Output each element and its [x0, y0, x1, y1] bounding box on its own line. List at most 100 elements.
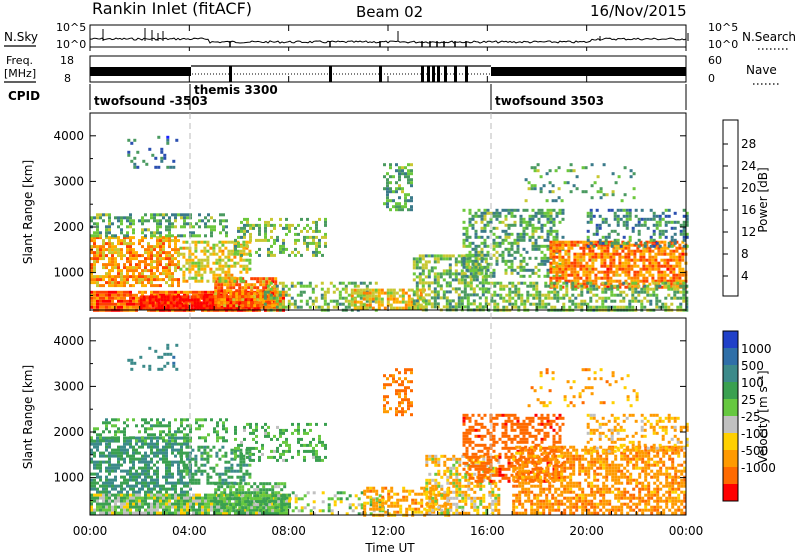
- heatmap-cell: [464, 287, 467, 290]
- heatmap-cell: [386, 196, 389, 199]
- heatmap-cell: [165, 254, 168, 257]
- heatmap-cell: [221, 280, 224, 283]
- heatmap-cell: [99, 470, 102, 473]
- heatmap-cell: [487, 291, 490, 294]
- heatmap-cell: [253, 295, 256, 298]
- heatmap-cell: [156, 269, 159, 272]
- heatmap-cell: [165, 458, 168, 461]
- heatmap-cell: [158, 301, 161, 304]
- heatmap-cell: [576, 271, 579, 274]
- heatmap-cell: [534, 169, 537, 172]
- heatmap-cell: [123, 452, 126, 455]
- heatmap-cell: [229, 485, 232, 488]
- heatmap-cell: [333, 306, 336, 309]
- nsearch-label: N.Search: [742, 30, 796, 44]
- heatmap-cell: [472, 215, 475, 218]
- heatmap-cell: [655, 297, 658, 300]
- heatmap-cell: [657, 277, 660, 280]
- heatmap-cell: [138, 467, 141, 470]
- heatmap-cell: [207, 225, 210, 228]
- heatmap-cell: [108, 461, 111, 464]
- heatmap-cell: [96, 231, 99, 234]
- heatmap-cell: [93, 488, 96, 491]
- heatmap-cell: [532, 294, 535, 297]
- heatmap-cell: [511, 248, 514, 251]
- heatmap-cell: [550, 291, 553, 294]
- heatmap-cell: [108, 443, 111, 446]
- heatmap-cell: [389, 187, 392, 190]
- heatmap-cell: [625, 306, 628, 309]
- heatmap-cell: [99, 291, 102, 294]
- heatmap-cell: [599, 239, 602, 242]
- heatmap-cell: [603, 259, 606, 262]
- heatmap-cell: [541, 230, 544, 233]
- heatmap-cell: [114, 260, 117, 263]
- heatmap-cell: [535, 242, 538, 245]
- heatmap-cell: [120, 464, 123, 467]
- heatmap-cell: [153, 291, 156, 294]
- heatmap-cell: [129, 219, 132, 222]
- heatmap-cell: [117, 494, 120, 497]
- heatmap-cell: [610, 285, 613, 288]
- heatmap-cell: [484, 227, 487, 230]
- heatmap-cell: [351, 304, 354, 307]
- heatmap-cell: [270, 282, 273, 285]
- heatmap-cell: [567, 247, 570, 250]
- heatmap-cell: [369, 295, 372, 298]
- heatmap-cell: [140, 295, 143, 298]
- heatmap-cell: [602, 236, 605, 239]
- heatmap-cell: [544, 263, 547, 266]
- heatmap-cell: [221, 265, 224, 268]
- heatmap-cell: [659, 236, 662, 239]
- heatmap-cell: [99, 479, 102, 482]
- heatmap-cell: [481, 242, 484, 245]
- heatmap-cell: [150, 443, 153, 446]
- heatmap-cell: [153, 284, 156, 287]
- heatmap-cell: [212, 274, 215, 277]
- heatmap-cell: [369, 298, 372, 301]
- heatmap-cell: [664, 306, 667, 309]
- nsearch-tick-top: 10^5: [708, 21, 738, 34]
- heatmap-cell: [552, 259, 555, 262]
- heatmap-cell: [565, 294, 568, 297]
- heatmap-cell: [532, 218, 535, 221]
- heatmap-cell: [111, 467, 114, 470]
- heatmap-cell: [425, 266, 428, 269]
- heatmap-cell: [229, 283, 232, 286]
- heatmap-cell: [221, 268, 224, 271]
- heatmap-cell: [487, 245, 490, 248]
- heatmap-cell: [135, 443, 138, 446]
- heatmap-cell: [449, 263, 452, 266]
- heatmap-cell: [171, 257, 174, 260]
- heatmap-cell: [502, 239, 505, 242]
- heatmap-cell: [198, 500, 201, 503]
- heatmap-cell: [297, 233, 300, 236]
- heatmap-cell: [197, 295, 200, 298]
- heatmap-cell: [585, 271, 588, 274]
- heatmap-cell: [153, 213, 156, 216]
- heatmap-cell: [273, 224, 276, 227]
- heatmap-cell: [180, 446, 183, 449]
- heatmap-cell: [123, 216, 126, 219]
- heatmap-cell: [401, 172, 404, 175]
- heatmap-cell: [523, 275, 526, 278]
- heatmap-cell: [156, 440, 159, 443]
- heatmap-cell: [153, 446, 156, 449]
- heatmap-cell: [508, 303, 511, 306]
- heatmap-cell: [160, 157, 163, 160]
- heatmap-cell: [99, 297, 102, 300]
- heatmap-cell: [404, 175, 407, 178]
- heatmap-cell: [114, 506, 117, 509]
- heatmap-cell: [638, 233, 641, 236]
- heatmap-cell: [603, 247, 606, 250]
- heatmap-cell: [523, 236, 526, 239]
- heatmap-cell: [652, 282, 655, 285]
- heatmap-cell: [280, 506, 283, 509]
- heatmap-cell: [283, 482, 286, 485]
- heatmap-cell: [422, 266, 425, 269]
- heatmap-cell: [120, 482, 123, 485]
- heatmap-cell: [673, 282, 676, 285]
- heatmap-cell: [544, 215, 547, 218]
- heatmap-cell: [204, 512, 207, 515]
- heatmap-cell: [640, 303, 643, 306]
